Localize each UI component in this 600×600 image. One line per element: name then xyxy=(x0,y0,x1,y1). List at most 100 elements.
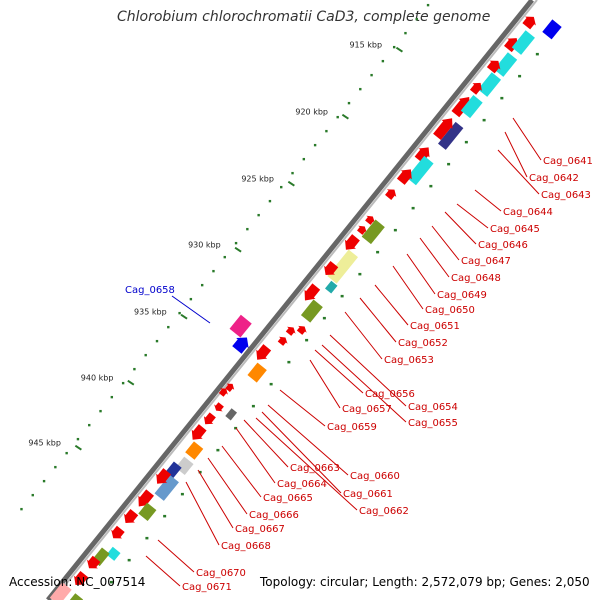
gene-feature[interactable] xyxy=(469,82,482,95)
ruler-dot xyxy=(42,479,46,483)
gene-feature[interactable] xyxy=(300,299,323,323)
gene-tick xyxy=(500,96,504,100)
gene-feature[interactable] xyxy=(327,249,359,284)
gene-feature[interactable] xyxy=(451,97,470,118)
gene-label[interactable]: Cag_0648 xyxy=(451,273,501,284)
gene-feature[interactable] xyxy=(365,215,375,225)
gene-feature[interactable] xyxy=(486,60,501,74)
gene-label[interactable]: Cag_0649 xyxy=(437,290,487,301)
gene-label[interactable]: Cag_0661 xyxy=(343,489,393,500)
gene-feature[interactable] xyxy=(225,383,235,393)
gene-tick xyxy=(269,382,273,386)
gene-label[interactable]: Cag_0650 xyxy=(425,305,475,316)
gene-feature[interactable] xyxy=(522,16,536,30)
gene-label[interactable]: Cag_0671 xyxy=(182,582,232,593)
gene-feature[interactable] xyxy=(185,441,204,460)
gene-feature[interactable] xyxy=(324,260,339,275)
gene-feature[interactable] xyxy=(138,489,154,507)
ruler-major-tick xyxy=(180,313,188,320)
gene-labels: Cag_0641 Cag_0642 Cag_0643 Cag_0644 Cag_0645… xyxy=(125,156,593,593)
gene-feature[interactable] xyxy=(361,219,385,245)
ruler-dot xyxy=(31,493,34,497)
gene-feature[interactable] xyxy=(385,189,397,200)
gene-label[interactable]: Cag_0654 xyxy=(408,402,458,413)
gene-feature[interactable] xyxy=(433,118,453,141)
gene-feature[interactable] xyxy=(504,38,519,53)
gene-label[interactable]: Cag_0668 xyxy=(221,541,271,552)
gene-feature[interactable] xyxy=(74,570,89,585)
gene-tick xyxy=(464,140,468,144)
gene-feature[interactable] xyxy=(345,234,360,250)
leader-line xyxy=(456,203,489,229)
gene-label[interactable]: Cag_0662 xyxy=(359,506,409,517)
gene-label[interactable]: Cag_0660 xyxy=(350,471,400,482)
gene-label[interactable]: Cag_0659 xyxy=(327,422,377,433)
gene-feature[interactable] xyxy=(154,474,179,501)
gene-feature[interactable] xyxy=(285,326,296,336)
gene-label[interactable]: Cag_0653 xyxy=(384,355,434,366)
gene-feature[interactable] xyxy=(477,72,502,97)
gene-label[interactable]: Cag_0670 xyxy=(196,568,246,579)
gene-label[interactable]: Cag_0665 xyxy=(263,493,313,504)
ruler-dot xyxy=(76,437,80,441)
gene-label[interactable]: Cag_0641 xyxy=(543,156,593,167)
ruler-dot xyxy=(302,157,306,161)
ruler-label: 920 kbp xyxy=(295,108,328,117)
ruler-dot xyxy=(359,87,362,91)
gene-feature[interactable] xyxy=(438,121,464,150)
gene-feature[interactable] xyxy=(296,325,307,335)
gene-label[interactable]: Cag_0655 xyxy=(408,418,458,429)
gene-feature[interactable] xyxy=(66,593,84,600)
gene-feature[interactable] xyxy=(218,388,228,397)
gene-feature[interactable] xyxy=(124,508,139,523)
gene-feature[interactable] xyxy=(406,155,434,186)
gene-feature[interactable] xyxy=(138,502,157,522)
gene-feature[interactable] xyxy=(214,402,224,412)
gene-feature[interactable] xyxy=(229,314,252,338)
gene-tick xyxy=(234,426,238,430)
gene-feature[interactable] xyxy=(175,456,194,476)
gene-label[interactable]: Cag_0667 xyxy=(235,524,285,535)
gene-feature[interactable] xyxy=(256,344,272,360)
gene-label[interactable]: Cag_0652 xyxy=(398,338,448,349)
gene-feature[interactable] xyxy=(225,408,238,421)
gene-feature[interactable] xyxy=(156,468,172,484)
ruler-dot xyxy=(110,395,114,399)
gene-label[interactable]: Cag_0644 xyxy=(503,207,553,218)
gene-label[interactable]: Cag_0642 xyxy=(529,173,579,184)
gene-feature[interactable] xyxy=(414,147,430,163)
gene-label[interactable]: Cag_0657 xyxy=(342,404,392,415)
gene-feature[interactable] xyxy=(396,169,412,185)
gene-label[interactable]: Cag_0651 xyxy=(410,321,460,332)
gene-label[interactable]: Cag_0646 xyxy=(478,240,528,251)
gene-label[interactable]: Cag_0643 xyxy=(541,190,591,201)
gene-feature[interactable] xyxy=(203,412,216,425)
gene-feature[interactable] xyxy=(494,52,518,77)
gene-label[interactable]: Cag_0663 xyxy=(290,463,340,474)
gene-feature[interactable] xyxy=(277,336,288,346)
gene-feature[interactable] xyxy=(191,424,207,440)
gene-feature[interactable] xyxy=(49,582,72,600)
gene-feature[interactable] xyxy=(111,525,125,539)
gene-feature[interactable] xyxy=(87,555,101,569)
gene-label[interactable]: Cag_0647 xyxy=(461,256,511,267)
gene-feature[interactable] xyxy=(511,30,535,55)
gene-feature[interactable] xyxy=(304,283,321,301)
highlight-leader-line xyxy=(171,295,211,324)
highlight-gene-label[interactable]: Cag_0658 xyxy=(125,285,175,296)
gene-feature[interactable] xyxy=(460,95,483,119)
gene-feature[interactable] xyxy=(232,337,249,354)
gene-label[interactable]: Cag_0656 xyxy=(365,389,415,400)
gene-label[interactable]: Cag_0645 xyxy=(490,224,540,235)
leader-line xyxy=(431,225,460,261)
gene-feature[interactable] xyxy=(247,362,267,383)
gene-label[interactable]: Cag_0666 xyxy=(249,510,299,521)
gene-feature[interactable] xyxy=(106,546,121,561)
gene-label[interactable]: Cag_0664 xyxy=(277,479,327,490)
gene-feature[interactable] xyxy=(324,280,338,294)
ruler-dot xyxy=(144,353,147,357)
gene-feature[interactable] xyxy=(542,19,562,40)
leader-line xyxy=(197,469,234,529)
gene-feature[interactable] xyxy=(357,225,367,235)
